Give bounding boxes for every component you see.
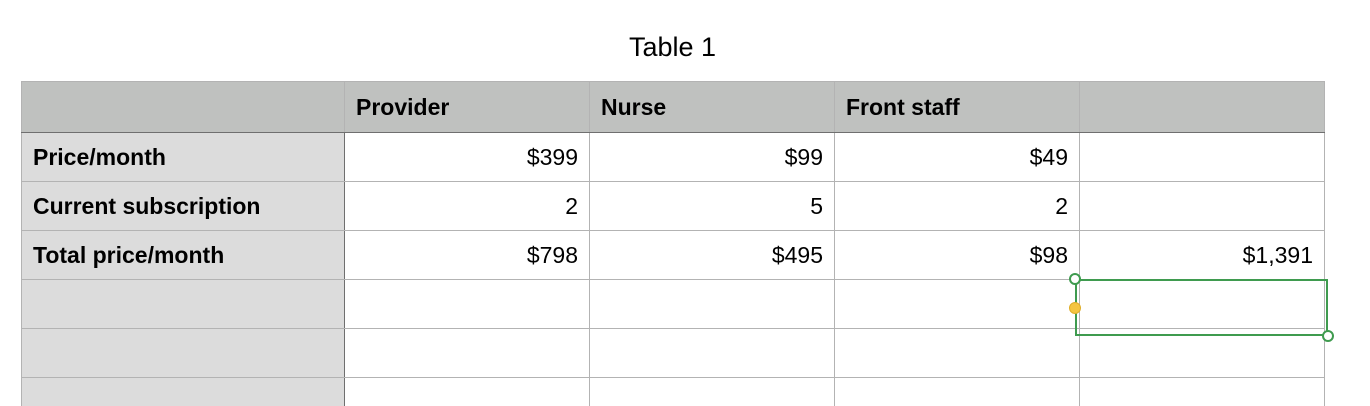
table-cell[interactable]: 5 xyxy=(589,181,835,231)
table-cell[interactable]: $399 xyxy=(344,132,590,182)
table-cell[interactable] xyxy=(834,328,1080,378)
table-cell[interactable]: $798 xyxy=(344,230,590,280)
table-cell[interactable] xyxy=(1079,328,1325,378)
table-cell[interactable]: $99 xyxy=(589,132,835,182)
table-cell[interactable] xyxy=(344,328,590,378)
table-cell[interactable] xyxy=(344,377,590,406)
table-cell[interactable] xyxy=(589,328,835,378)
table-row xyxy=(21,377,1325,406)
table-cell[interactable] xyxy=(1079,377,1325,406)
table-cell[interactable]: $495 xyxy=(589,230,835,280)
selection-handle-bottom-right[interactable] xyxy=(1322,330,1334,342)
column-header-provider[interactable]: Provider xyxy=(344,81,590,133)
row-header-total-price-month[interactable]: Total price/month xyxy=(21,230,345,280)
table-cell[interactable] xyxy=(589,377,835,406)
table-cell[interactable]: $49 xyxy=(834,132,1080,182)
row-header-empty[interactable] xyxy=(21,279,345,329)
table-cell[interactable] xyxy=(834,279,1080,329)
column-header-empty[interactable] xyxy=(1079,81,1325,133)
table-row: Total price/month $798 $495 $98 $1,391 xyxy=(21,230,1325,280)
row-header-empty[interactable] xyxy=(21,377,345,406)
table-cell[interactable]: $98 xyxy=(834,230,1080,280)
table-cell-total[interactable]: $1,391 xyxy=(1079,230,1325,280)
data-table: Provider Nurse Front staff Price/month $… xyxy=(21,81,1325,406)
table-row xyxy=(21,328,1325,378)
table-cell[interactable] xyxy=(834,377,1080,406)
table-cell[interactable] xyxy=(1079,132,1325,182)
row-header-current-subscription[interactable]: Current subscription xyxy=(21,181,345,231)
row-header-price-month[interactable]: Price/month xyxy=(21,132,345,182)
table-title[interactable]: Table 1 xyxy=(628,32,717,62)
corner-cell[interactable] xyxy=(21,81,345,133)
selected-cell[interactable] xyxy=(1079,279,1325,329)
header-row: Provider Nurse Front staff xyxy=(21,81,1325,133)
selection-handle-top-left[interactable] xyxy=(1069,273,1081,285)
table-row xyxy=(21,279,1325,329)
column-header-nurse[interactable]: Nurse xyxy=(589,81,835,133)
column-header-front-staff[interactable]: Front staff xyxy=(834,81,1080,133)
table-cell[interactable] xyxy=(589,279,835,329)
table-cell[interactable] xyxy=(1079,181,1325,231)
table-cell[interactable]: 2 xyxy=(834,181,1080,231)
row-header-empty[interactable] xyxy=(21,328,345,378)
table-cell[interactable] xyxy=(344,279,590,329)
table-row: Current subscription 2 5 2 xyxy=(21,181,1325,231)
table-cell[interactable]: 2 xyxy=(344,181,590,231)
table-row: Price/month $399 $99 $49 xyxy=(21,132,1325,182)
autofill-handle[interactable] xyxy=(1069,302,1081,314)
